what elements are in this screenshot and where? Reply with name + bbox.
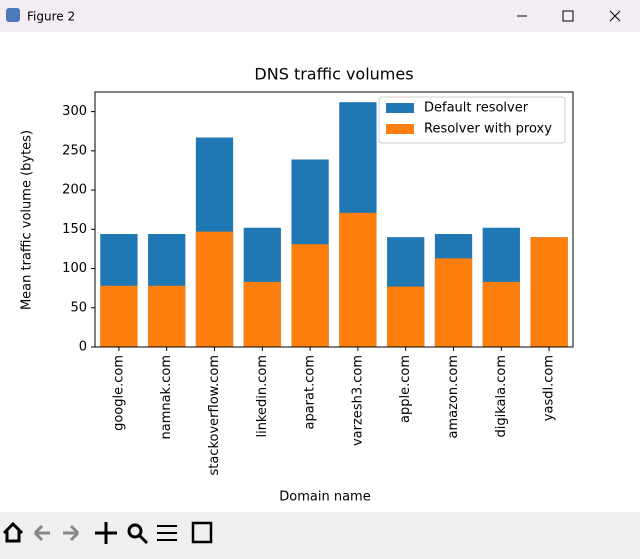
bar bbox=[482, 281, 520, 347]
maximize-button[interactable] bbox=[562, 10, 574, 22]
x-tick-label: apple.com bbox=[398, 355, 413, 423]
x-tick-label: google.com bbox=[111, 355, 126, 431]
forward-button[interactable] bbox=[63, 524, 80, 542]
zoom-handle bbox=[138, 534, 149, 545]
bar bbox=[387, 286, 425, 347]
y-tick-label: 100 bbox=[62, 261, 87, 276]
pan-button[interactable] bbox=[95, 522, 117, 544]
x-tick-label: stackoverflow.com bbox=[207, 355, 222, 476]
back-button[interactable] bbox=[33, 524, 50, 542]
y-tick-label: 150 bbox=[62, 222, 87, 237]
x-tick-label: amazon.com bbox=[446, 355, 461, 439]
close-button[interactable] bbox=[609, 10, 621, 22]
legend-box bbox=[378, 96, 566, 144]
x-tick-label: linkedin.com bbox=[255, 355, 270, 438]
y-tick-label: 300 bbox=[62, 104, 87, 119]
home-button[interactable] bbox=[2, 521, 24, 543]
legend-swatch bbox=[386, 103, 414, 113]
toolbar bbox=[0, 512, 640, 559]
y-tick-label: 200 bbox=[62, 183, 87, 198]
zoom-button[interactable] bbox=[127, 523, 143, 539]
bar bbox=[291, 244, 329, 347]
bar bbox=[195, 231, 234, 347]
y-tick-label: 0 bbox=[79, 340, 87, 355]
y-axis-label: Mean traffic volume (bytes) bbox=[20, 130, 35, 310]
save-button[interactable] bbox=[191, 521, 213, 544]
configure-button[interactable] bbox=[157, 525, 177, 541]
legend-swatch bbox=[386, 124, 414, 134]
y-tick-label: 50 bbox=[70, 300, 87, 315]
y-tick-label: 250 bbox=[62, 143, 87, 158]
legend-label: Resolver with proxy bbox=[424, 122, 552, 137]
bar bbox=[100, 285, 138, 347]
x-tick-label: aparat.com bbox=[303, 355, 318, 430]
bar bbox=[530, 237, 568, 347]
title-bar bbox=[0, 0, 640, 32]
chart-title: DNS traffic volumes bbox=[254, 65, 413, 84]
x-tick-label: digikala.com bbox=[494, 355, 509, 437]
x-tick-label: namnak.com bbox=[159, 355, 174, 440]
legend-label: Default resolver bbox=[424, 101, 529, 116]
bar bbox=[339, 212, 377, 347]
plot-area bbox=[100, 102, 568, 347]
x-tick-label: yasdl.com bbox=[542, 355, 557, 421]
bar bbox=[148, 285, 186, 347]
bar bbox=[243, 281, 281, 347]
x-tick-label: varzesh3.com bbox=[350, 355, 365, 446]
window-title: Figure 2 bbox=[27, 10, 75, 24]
axes-frame bbox=[94, 91, 574, 348]
app-icon bbox=[6, 8, 20, 22]
x-axis-label: Domain name bbox=[279, 490, 370, 505]
bar bbox=[434, 258, 473, 347]
